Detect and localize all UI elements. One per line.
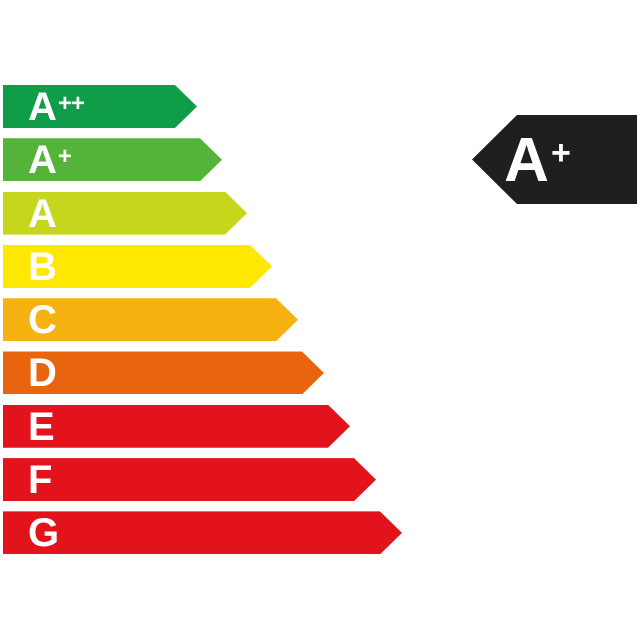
rating-grade-label: A+ bbox=[504, 126, 571, 196]
rating-superscript: + bbox=[550, 134, 571, 173]
rating-scale: A++ A+ A B C D E F G bbox=[3, 85, 402, 565]
energy-bar-a-plus: A+ bbox=[3, 138, 222, 181]
energy-bar-grade-label: A bbox=[28, 191, 57, 236]
energy-bar-grade-label: A+ bbox=[28, 138, 71, 183]
energy-bar-e: E bbox=[3, 405, 350, 448]
energy-bar-a: A bbox=[3, 192, 247, 235]
rating-arrow: A+ bbox=[472, 115, 637, 204]
energy-bar-grade-label: A++ bbox=[28, 85, 84, 130]
energy-bar-grade-label: E bbox=[28, 404, 55, 449]
energy-bar-b: B bbox=[3, 245, 272, 288]
energy-bar-d: D bbox=[3, 351, 324, 394]
energy-bar-grade-label: D bbox=[28, 351, 57, 396]
energy-bar-grade-label: C bbox=[28, 298, 57, 343]
grade-superscript: ++ bbox=[57, 89, 84, 117]
energy-bar-grade-label: F bbox=[28, 458, 53, 503]
energy-bar-c: C bbox=[3, 298, 298, 341]
energy-bar-f: F bbox=[3, 458, 376, 501]
energy-bar-grade-label: B bbox=[28, 244, 57, 289]
energy-bar-g: G bbox=[3, 511, 402, 554]
energy-bar-grade-label: G bbox=[28, 511, 60, 556]
energy-bar-a-plus-plus: A++ bbox=[3, 85, 197, 128]
grade-superscript: + bbox=[57, 143, 71, 171]
